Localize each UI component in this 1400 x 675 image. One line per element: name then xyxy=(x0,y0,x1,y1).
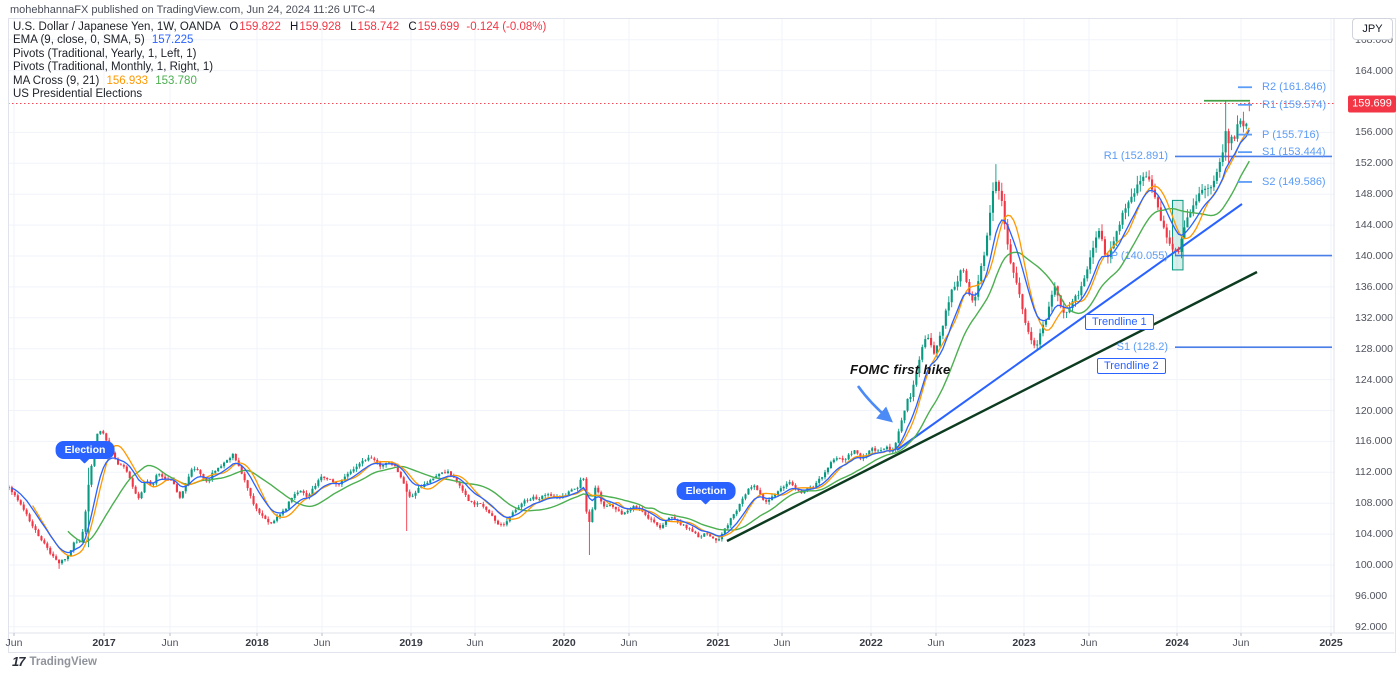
time-tick-label: 2022 xyxy=(859,637,883,649)
monthly-pivot-label: R2 (161.846) xyxy=(1262,81,1327,94)
legend-macross-row[interactable]: MA Cross (9, 21) 156.933 153.780 xyxy=(13,75,546,88)
ema-value: 157.225 xyxy=(151,34,194,47)
price-tick-label: 148.000 xyxy=(1355,188,1393,201)
indicator-legend: U.S. Dollar / Japanese Yen, 1W, OANDA O1… xyxy=(13,21,546,101)
pivots-yearly-name: Pivots (Traditional, Yearly, 1, Left, 1) xyxy=(13,47,197,60)
time-tick-label: Jun xyxy=(466,637,484,649)
time-tick-label: 2018 xyxy=(245,637,269,649)
election-flag-2020[interactable]: Election xyxy=(676,482,736,505)
price-tick-label: 132.000 xyxy=(1355,311,1393,324)
time-tick-label: 2024 xyxy=(1165,637,1189,649)
ma-cross-name: MA Cross (9, 21) xyxy=(13,74,100,87)
legend-pivots-yearly-row[interactable]: Pivots (Traditional, Yearly, 1, Left, 1) xyxy=(13,48,546,61)
price-tick-label: 136.000 xyxy=(1355,280,1393,293)
close-value: 159.699 xyxy=(417,21,460,33)
legend-symbol-row[interactable]: U.S. Dollar / Japanese Yen, 1W, OANDA O1… xyxy=(13,21,546,34)
price-tick-label: 116.000 xyxy=(1355,435,1393,448)
yearly-pivot-label: S1 (128.2) xyxy=(1116,341,1168,354)
monthly-pivot-label: S2 (149.586) xyxy=(1262,175,1326,188)
monthly-pivot-label: S1 (153.444) xyxy=(1262,146,1326,159)
low-value: 158.742 xyxy=(357,21,400,33)
price-tick-label: 96.000 xyxy=(1355,589,1388,602)
price-tick-label: 124.000 xyxy=(1355,373,1393,386)
time-tick-label: 2025 xyxy=(1319,637,1343,649)
tradingview-logo-icon: 17 xyxy=(12,654,26,669)
time-tick-label: Jun xyxy=(773,637,791,649)
time-tick-label: 2021 xyxy=(706,637,730,649)
price-tick-label: 128.000 xyxy=(1355,342,1393,355)
yearly-pivot-label: R1 (152.891) xyxy=(1103,150,1168,163)
time-tick-label: Jun xyxy=(1232,637,1250,649)
time-tick-label: Jun xyxy=(620,637,638,649)
price-tick-label: 156.000 xyxy=(1355,126,1393,139)
tradingview-logo-text: TradingView xyxy=(29,655,97,668)
last-price-label: 159.699 xyxy=(1348,95,1396,112)
time-tick-label: 2023 xyxy=(1012,637,1036,649)
attribution-text: mohebhannaFX published on TradingView.co… xyxy=(10,4,376,16)
low-letter: L xyxy=(350,21,357,33)
time-tick-label: Jun xyxy=(5,637,23,649)
pivots-monthly-name: Pivots (Traditional, Monthly, 1, Right, … xyxy=(13,61,214,74)
election-flag-label: Election xyxy=(685,485,727,497)
time-tick-label: Jun xyxy=(313,637,331,649)
price-tick-label: 152.000 xyxy=(1355,157,1393,170)
ma21-value: 153.780 xyxy=(155,74,197,87)
legend-ema-row[interactable]: EMA (9, close, 0, SMA, 5) 157.225 xyxy=(13,34,546,47)
trendline-1-label[interactable]: Trendline 1 xyxy=(1085,314,1154,330)
time-tick-label: Jun xyxy=(1080,637,1098,649)
price-tick-label: 164.000 xyxy=(1355,64,1393,77)
time-tick-label: 2017 xyxy=(92,637,116,649)
fomc-annotation-text[interactable]: FOMC first hike xyxy=(850,362,951,377)
ema-name: EMA (9, close, 0, SMA, 5) xyxy=(13,34,145,47)
ma9-value: 156.933 xyxy=(106,74,149,87)
election-flag-label: Election xyxy=(64,444,106,456)
price-tick-label: 120.000 xyxy=(1355,404,1393,417)
price-tick-label: 144.000 xyxy=(1355,219,1393,232)
monthly-pivot-label: P (155.716) xyxy=(1262,128,1320,141)
legend-pivots-monthly-row[interactable]: Pivots (Traditional, Monthly, 1, Right, … xyxy=(13,61,546,74)
time-tick-label: Jun xyxy=(927,637,945,649)
election-flag-2016[interactable]: Election xyxy=(55,441,115,464)
open-letter: O xyxy=(229,21,239,33)
price-tick-label: 112.000 xyxy=(1355,466,1393,479)
legend-elections-row[interactable]: US Presidential Elections xyxy=(13,88,546,101)
high-value: 159.928 xyxy=(299,21,341,33)
yearly-pivot-label: P (140.055) xyxy=(1110,249,1168,262)
open-value: 159.822 xyxy=(239,21,281,33)
time-tick-label: Jun xyxy=(161,637,179,649)
price-tick-label: 104.000 xyxy=(1355,528,1393,541)
change-value: -0.124 (-0.08%) xyxy=(466,21,547,33)
time-tick-label: 2020 xyxy=(552,637,576,649)
elections-name: US Presidential Elections xyxy=(13,87,143,100)
tradingview-logo[interactable]: 17 TradingView xyxy=(12,654,97,669)
close-letter: C xyxy=(408,21,417,33)
price-tick-label: 92.000 xyxy=(1355,620,1388,633)
trendline-2-label[interactable]: Trendline 2 xyxy=(1097,358,1166,374)
price-tick-label: 140.000 xyxy=(1355,250,1393,262)
high-letter: H xyxy=(290,21,299,33)
currency-toggle-button[interactable]: JPY xyxy=(1352,18,1393,40)
price-tick-label: 100.000 xyxy=(1355,559,1393,571)
symbol-title: U.S. Dollar / Japanese Yen, 1W, OANDA xyxy=(13,21,221,33)
price-tick-label: 108.000 xyxy=(1355,497,1393,510)
monthly-pivot-label: R1 (159.574) xyxy=(1262,98,1327,111)
time-tick-label: 2019 xyxy=(399,637,423,649)
